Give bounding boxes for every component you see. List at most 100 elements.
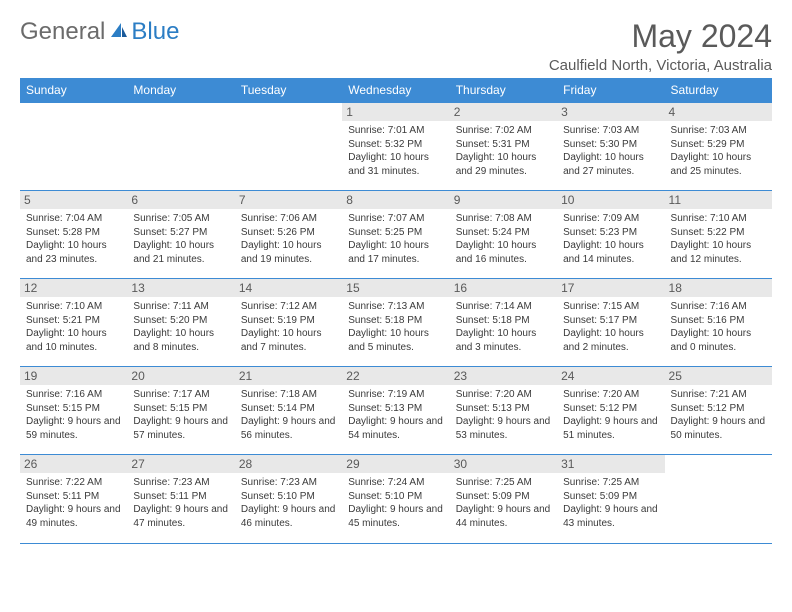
day-cell: 20Sunrise: 7:17 AMSunset: 5:15 PMDayligh… — [127, 367, 234, 455]
day-header: Friday — [557, 78, 664, 103]
logo-text-blue: Blue — [131, 18, 179, 46]
day-header: Wednesday — [342, 78, 449, 103]
day-cell: 2 Sunrise: 7:02 AMSunset: 5:31 PMDaylight… — [450, 103, 557, 191]
day-number: 22 — [342, 367, 449, 385]
day-number: 27 — [127, 455, 234, 473]
day-number: 29 — [342, 455, 449, 473]
day-cell: 6 Sunrise: 7:05 AMSunset: 5:27 PMDaylight… — [127, 191, 234, 279]
day-details: Sunrise: 7:21 AMSunset: 5:12 PMDaylight:… — [671, 388, 766, 442]
day-cell: 15 Sunrise: 7:13 AMSunset: 5:18 PMDayligh… — [342, 279, 449, 367]
day-number: 1 — [342, 103, 449, 121]
day-details: Sunrise: 7:05 AMSunset: 5:27 PMDaylight:… — [133, 212, 228, 266]
day-details: Sunrise: 7:02 AMSunset: 5:31 PMDaylight:… — [456, 124, 551, 178]
day-details: Sunrise: 7:16 AMSunset: 5:16 PMDaylight:… — [671, 300, 766, 354]
day-cell: 5 Sunrise: 7:04 AMSunset: 5:28 PMDaylight… — [20, 191, 127, 279]
logo-sail-icon — [109, 21, 129, 44]
day-details: Sunrise: 7:11 AMSunset: 5:20 PMDaylight:… — [133, 300, 228, 354]
day-cell: 29Sunrise: 7:24 AMSunset: 5:10 PMDayligh… — [342, 455, 449, 543]
day-cell: 24 Sunrise: 7:20 AMSunset: 5:12 PMDayligh… — [557, 367, 664, 455]
day-cell: 11Sunrise: 7:10 AMSunset: 5:22 PMDayligh… — [665, 191, 772, 279]
bottom-border — [20, 543, 772, 544]
day-number: 15 — [342, 279, 449, 297]
calendar-week: 5 Sunrise: 7:04 AMSunset: 5:28 PMDaylight… — [20, 191, 772, 279]
title-block: May 2024 Caulfield North, Victoria, Aust… — [549, 18, 772, 74]
day-cell: 4 Sunrise: 7:03 AMSunset: 5:29 PMDaylight… — [665, 103, 772, 191]
logo-text-general: General — [20, 18, 105, 46]
day-details: Sunrise: 7:20 AMSunset: 5:12 PMDaylight:… — [563, 388, 658, 442]
day-number: 16 — [450, 279, 557, 297]
day-header: Thursday — [450, 78, 557, 103]
day-cell: 22Sunrise: 7:19 AMSunset: 5:13 PMDayligh… — [342, 367, 449, 455]
day-details: Sunrise: 7:23 AMSunset: 5:10 PMDaylight:… — [241, 476, 336, 530]
day-details: Sunrise: 7:01 AMSunset: 5:32 PMDaylight:… — [348, 124, 443, 178]
day-cell: 14 Sunrise: 7:12 AMSunset: 5:19 PMDayligh… — [235, 279, 342, 367]
day-cell: 7Sunrise: 7:06 AMSunset: 5:26 PMDaylight… — [235, 191, 342, 279]
day-number: 6 — [127, 191, 234, 209]
header: General Blue May 2024 Caulfield North, V… — [20, 18, 772, 74]
day-details: Sunrise: 7:20 AMSunset: 5:13 PMDaylight:… — [456, 388, 551, 442]
day-number: 17 — [557, 279, 664, 297]
day-number: 9 — [450, 191, 557, 209]
day-number: 26 — [20, 455, 127, 473]
day-number: 8 — [342, 191, 449, 209]
day-number: 25 — [665, 367, 772, 385]
day-number: 3 — [557, 103, 664, 121]
day-cell: 27 Sunrise: 7:23 AMSunset: 5:11 PMDayligh… — [127, 455, 234, 543]
day-details: Sunrise: 7:23 AMSunset: 5:11 PMDaylight:… — [133, 476, 228, 530]
calendar-week: 26 Sunrise: 7:22 AMSunset: 5:11 PMDayligh… — [20, 455, 772, 543]
day-details: Sunrise: 7:03 AMSunset: 5:29 PMDaylight:… — [671, 124, 766, 178]
calendar-week: 19Sunrise: 7:16 AMSunset: 5:15 PMDayligh… — [20, 367, 772, 455]
day-number: 30 — [450, 455, 557, 473]
day-cell: 8Sunrise: 7:07 AMSunset: 5:25 PMDaylight… — [342, 191, 449, 279]
day-cell — [127, 103, 234, 191]
day-number: 31 — [557, 455, 664, 473]
day-cell: 23 Sunrise: 7:20 AMSunset: 5:13 PMDayligh… — [450, 367, 557, 455]
month-title: May 2024 — [549, 18, 772, 55]
day-details: Sunrise: 7:12 AMSunset: 5:19 PMDaylight:… — [241, 300, 336, 354]
day-number: 4 — [665, 103, 772, 121]
day-details: Sunrise: 7:10 AMSunset: 5:22 PMDaylight:… — [671, 212, 766, 266]
day-header: Saturday — [665, 78, 772, 103]
day-number: 24 — [557, 367, 664, 385]
day-number: 12 — [20, 279, 127, 297]
day-details: Sunrise: 7:08 AMSunset: 5:24 PMDaylight:… — [456, 212, 551, 266]
day-cell: 1 Sunrise: 7:01 AMSunset: 5:32 PMDaylight… — [342, 103, 449, 191]
day-number: 10 — [557, 191, 664, 209]
day-cell: 25 Sunrise: 7:21 AMSunset: 5:12 PMDayligh… — [665, 367, 772, 455]
day-cell: 3 Sunrise: 7:03 AMSunset: 5:30 PMDaylight… — [557, 103, 664, 191]
day-details: Sunrise: 7:09 AMSunset: 5:23 PMDaylight:… — [563, 212, 658, 266]
day-number: 2 — [450, 103, 557, 121]
day-cell: 9 Sunrise: 7:08 AMSunset: 5:24 PMDaylight… — [450, 191, 557, 279]
day-cell — [235, 103, 342, 191]
day-details: Sunrise: 7:10 AMSunset: 5:21 PMDaylight:… — [26, 300, 121, 354]
day-details: Sunrise: 7:22 AMSunset: 5:11 PMDaylight:… — [26, 476, 121, 530]
day-details: Sunrise: 7:18 AMSunset: 5:14 PMDaylight:… — [241, 388, 336, 442]
day-header: Sunday — [20, 78, 127, 103]
day-details: Sunrise: 7:25 AMSunset: 5:09 PMDaylight:… — [456, 476, 551, 530]
day-details: Sunrise: 7:03 AMSunset: 5:30 PMDaylight:… — [563, 124, 658, 178]
day-number: 14 — [235, 279, 342, 297]
day-details: Sunrise: 7:14 AMSunset: 5:18 PMDaylight:… — [456, 300, 551, 354]
day-details: Sunrise: 7:13 AMSunset: 5:18 PMDaylight:… — [348, 300, 443, 354]
calendar-week: 1 Sunrise: 7:01 AMSunset: 5:32 PMDaylight… — [20, 103, 772, 191]
location: Caulfield North, Victoria, Australia — [549, 57, 772, 74]
day-number: 13 — [127, 279, 234, 297]
day-header: Tuesday — [235, 78, 342, 103]
day-details: Sunrise: 7:16 AMSunset: 5:15 PMDaylight:… — [26, 388, 121, 442]
day-header-row: SundayMondayTuesdayWednesdayThursdayFrid… — [20, 78, 772, 103]
day-cell: 21Sunrise: 7:18 AMSunset: 5:14 PMDayligh… — [235, 367, 342, 455]
day-cell: 19Sunrise: 7:16 AMSunset: 5:15 PMDayligh… — [20, 367, 127, 455]
logo: General Blue — [20, 18, 179, 46]
day-number: 5 — [20, 191, 127, 209]
day-details: Sunrise: 7:15 AMSunset: 5:17 PMDaylight:… — [563, 300, 658, 354]
day-cell: 30 Sunrise: 7:25 AMSunset: 5:09 PMDayligh… — [450, 455, 557, 543]
day-cell: 16 Sunrise: 7:14 AMSunset: 5:18 PMDayligh… — [450, 279, 557, 367]
day-number: 23 — [450, 367, 557, 385]
day-header: Monday — [127, 78, 234, 103]
day-details: Sunrise: 7:17 AMSunset: 5:15 PMDaylight:… — [133, 388, 228, 442]
day-details: Sunrise: 7:04 AMSunset: 5:28 PMDaylight:… — [26, 212, 121, 266]
day-cell: 17 Sunrise: 7:15 AMSunset: 5:17 PMDayligh… — [557, 279, 664, 367]
day-number: 18 — [665, 279, 772, 297]
day-cell: 26 Sunrise: 7:22 AMSunset: 5:11 PMDayligh… — [20, 455, 127, 543]
calendar-body: 1 Sunrise: 7:01 AMSunset: 5:32 PMDaylight… — [20, 103, 772, 543]
